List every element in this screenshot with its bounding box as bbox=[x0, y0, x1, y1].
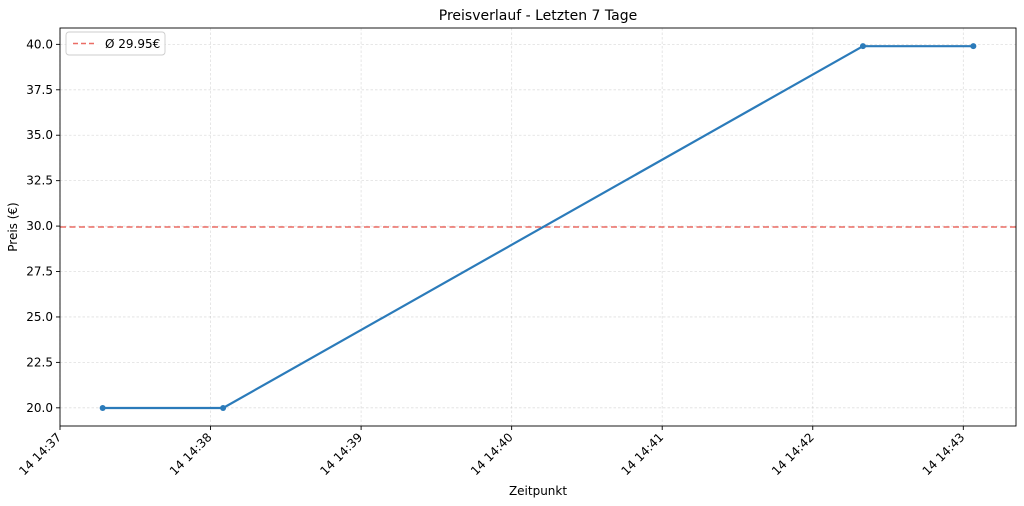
x-tick-label: 14 14:41 bbox=[618, 430, 666, 478]
x-tick-label: 14 14:37 bbox=[16, 430, 64, 478]
y-tick-label: 30.0 bbox=[26, 219, 53, 233]
price-point-marker bbox=[970, 43, 977, 50]
x-tick-label: 14 14:42 bbox=[769, 430, 817, 478]
price-point-marker bbox=[859, 43, 866, 50]
axis-ticks: 20.0 22.5 25.0 27.5 30.0 32.5 35.0 37.5 40.0 14 1… bbox=[16, 37, 967, 478]
y-tick-label: 40.0 bbox=[26, 37, 53, 51]
legend: Ø 29.95€ bbox=[65, 31, 166, 56]
y-tick-label: 27.5 bbox=[26, 265, 53, 279]
price-point-marker bbox=[220, 405, 227, 412]
chart-title: Preisverlauf - Letzten 7 Tage bbox=[439, 8, 637, 24]
y-tick-label: 20.0 bbox=[26, 401, 53, 415]
price-series-line bbox=[102, 45, 974, 410]
y-tick-label: 25.0 bbox=[26, 310, 53, 324]
legend-box bbox=[65, 31, 166, 56]
price-point-marker bbox=[99, 405, 106, 412]
x-tick-label: 14 14:43 bbox=[920, 430, 968, 478]
x-axis-label: Zeitpunkt bbox=[509, 484, 567, 498]
series-group bbox=[99, 43, 977, 412]
x-tick-label: 14 14:39 bbox=[317, 430, 365, 478]
y-tick-label: 22.5 bbox=[26, 355, 53, 369]
x-tick-label: 14 14:40 bbox=[468, 430, 516, 478]
y-tick-label: 37.5 bbox=[26, 83, 53, 97]
plot-area-frame bbox=[59, 27, 1017, 427]
y-tick-label: 35.0 bbox=[26, 128, 53, 142]
legend-label-average: Ø 29.95€ bbox=[105, 37, 160, 51]
x-tick-label: 14 14:38 bbox=[167, 430, 215, 478]
y-axis-label: Preis (€) bbox=[6, 202, 20, 251]
y-tick-label: 32.5 bbox=[26, 174, 53, 188]
